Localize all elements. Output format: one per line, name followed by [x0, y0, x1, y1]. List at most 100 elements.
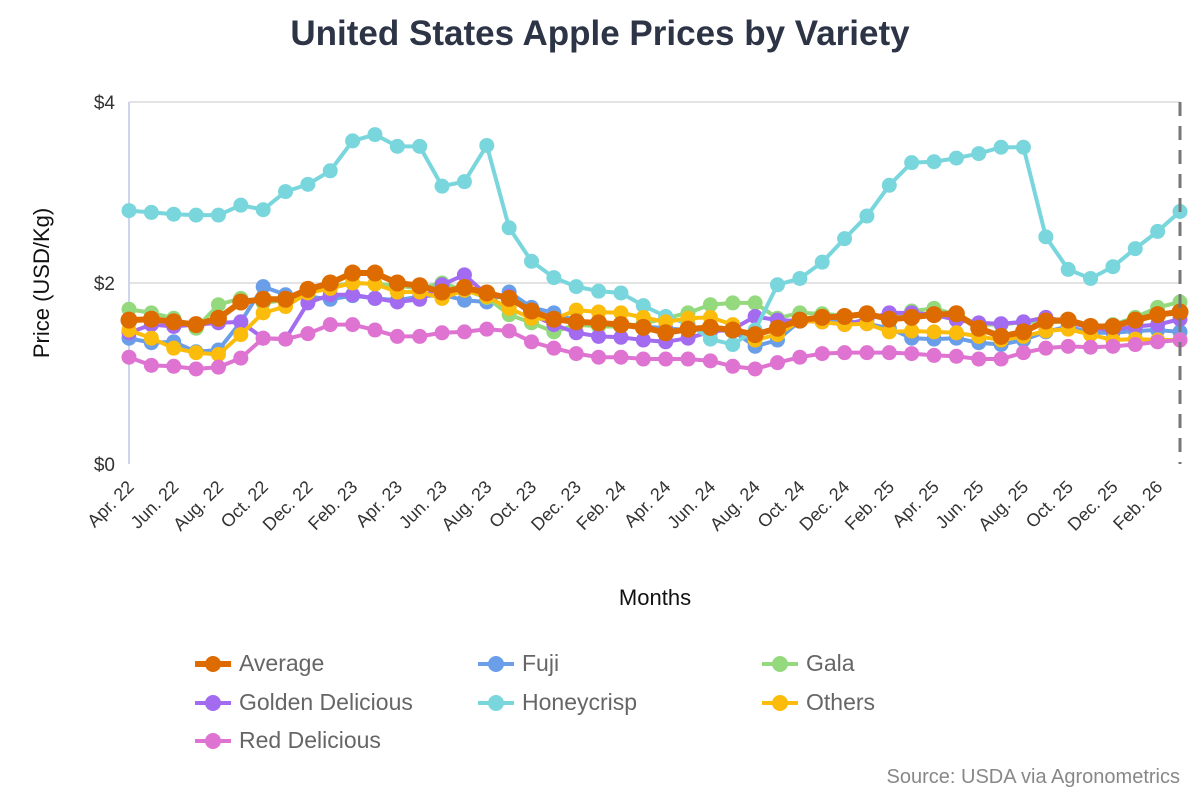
- data-point: [255, 202, 271, 218]
- data-point: [524, 334, 540, 350]
- data-point: [345, 287, 361, 303]
- data-point: [210, 359, 226, 375]
- data-point: [1127, 241, 1143, 257]
- data-point: [434, 178, 450, 194]
- data-point: [948, 348, 964, 364]
- x-tick-label: Dec. 23: [527, 477, 585, 535]
- data-point: [300, 326, 316, 342]
- data-point: [746, 326, 764, 344]
- data-point: [1038, 229, 1054, 245]
- x-tick-label: Aug. 23: [438, 477, 496, 535]
- y-axis-label: Price (USD/Kg): [29, 208, 54, 358]
- data-point: [434, 325, 450, 341]
- data-point: [725, 337, 741, 353]
- x-tick-label: Dec. 22: [259, 477, 317, 535]
- series-red-delicious: [121, 317, 1188, 377]
- legend-label: Gala: [806, 650, 855, 676]
- data-point: [456, 324, 472, 340]
- legend-swatch-icon: [478, 655, 514, 672]
- data-point: [1082, 317, 1100, 335]
- data-point: [456, 267, 472, 283]
- data-point: [389, 138, 405, 154]
- data-point: [658, 351, 674, 367]
- legend-swatch-icon: [762, 694, 798, 711]
- legend-item-fuji[interactable]: Fuji: [478, 650, 559, 677]
- legend-item-red-delicious[interactable]: Red Delicious: [195, 727, 381, 754]
- data-point: [121, 203, 137, 219]
- data-point: [701, 318, 719, 336]
- data-point: [568, 346, 584, 362]
- data-point: [209, 309, 227, 327]
- data-point: [792, 270, 808, 286]
- data-point: [568, 279, 584, 295]
- data-point: [948, 150, 964, 166]
- data-point: [278, 184, 294, 200]
- data-point: [769, 355, 785, 371]
- data-point: [1105, 259, 1121, 275]
- data-point: [904, 346, 920, 362]
- data-point: [1060, 338, 1076, 354]
- legend-swatch-icon: [762, 655, 798, 672]
- data-point: [702, 353, 718, 369]
- data-point: [814, 254, 830, 270]
- x-tick-label: Apr. 24: [620, 477, 674, 531]
- data-point: [299, 280, 317, 298]
- data-point: [165, 313, 183, 331]
- data-point: [971, 351, 987, 367]
- legend-item-honeycrisp[interactable]: Honeycrisp: [478, 689, 637, 716]
- data-point: [1149, 306, 1167, 324]
- data-point: [1104, 317, 1122, 335]
- data-point: [680, 351, 696, 367]
- data-point: [925, 306, 943, 324]
- data-point: [657, 324, 675, 342]
- legend-label: Red Delicious: [239, 727, 381, 753]
- data-point: [188, 207, 204, 223]
- data-point: [702, 331, 718, 347]
- data-point: [524, 253, 540, 269]
- legend-swatch-icon: [195, 732, 231, 749]
- data-point: [613, 285, 629, 301]
- data-point: [724, 321, 742, 339]
- data-point: [233, 314, 249, 330]
- data-point: [412, 138, 428, 154]
- data-point: [187, 316, 205, 334]
- data-point: [613, 349, 629, 365]
- data-point: [188, 361, 204, 377]
- data-point: [747, 295, 763, 311]
- data-point: [1172, 332, 1188, 348]
- data-point: [1015, 139, 1031, 155]
- x-tick-label: Apr. 25: [888, 477, 942, 531]
- x-tick-label: Feb. 24: [572, 477, 629, 534]
- data-point: [903, 308, 921, 326]
- data-point: [545, 310, 563, 328]
- y-tick-label: $0: [94, 455, 115, 476]
- data-point: [233, 350, 249, 366]
- data-point: [590, 314, 608, 332]
- data-point: [679, 320, 697, 338]
- data-point: [814, 346, 830, 362]
- data-point: [591, 349, 607, 365]
- source-note: Source: USDA via Agronometrics: [886, 766, 1180, 788]
- data-point: [613, 305, 629, 321]
- data-point: [344, 264, 362, 282]
- legend-item-golden-delicious[interactable]: Golden Delicious: [195, 689, 413, 716]
- data-point: [635, 351, 651, 367]
- data-point: [591, 283, 607, 299]
- legend-item-gala[interactable]: Gala: [762, 650, 855, 677]
- data-point: [277, 290, 295, 308]
- data-point: [792, 349, 808, 365]
- data-point: [880, 310, 898, 328]
- x-tick-label: Aug. 24: [706, 477, 764, 535]
- data-point: [612, 316, 630, 334]
- data-point: [813, 308, 831, 326]
- data-point: [321, 274, 339, 292]
- data-point: [367, 127, 383, 143]
- legend-item-average[interactable]: Average: [195, 650, 324, 677]
- y-tick-label: $2: [94, 274, 115, 295]
- data-point: [367, 322, 383, 338]
- data-point: [769, 277, 785, 293]
- data-point: [904, 323, 920, 339]
- x-tick-label: Dec. 24: [795, 477, 853, 535]
- data-point: [166, 206, 182, 222]
- legend-item-others[interactable]: Others: [762, 689, 875, 716]
